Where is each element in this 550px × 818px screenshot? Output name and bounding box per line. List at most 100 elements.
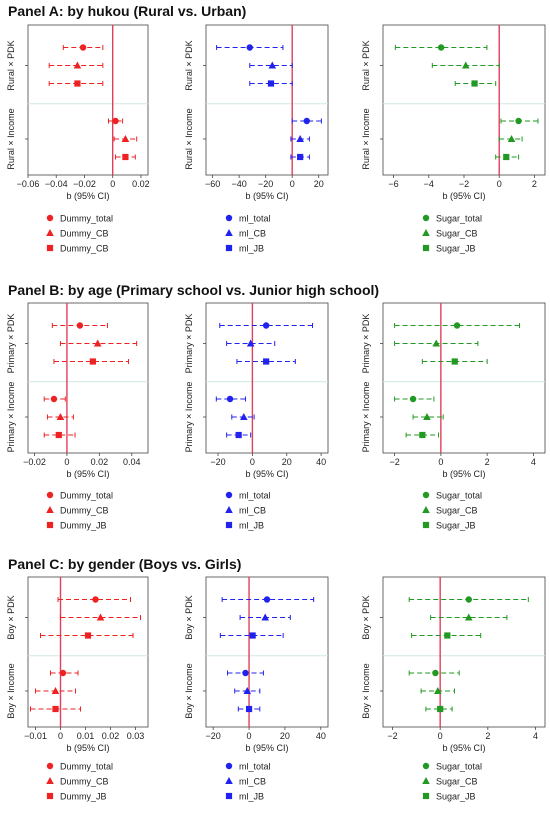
x-axis-label: b (95% CI) [245, 469, 288, 479]
plot-frame [27, 302, 149, 454]
legend-label: ml_CB [239, 506, 266, 516]
legend-marker-triangle [225, 229, 233, 236]
x-tick-label: −60 [205, 179, 220, 189]
legend-marker-square [46, 792, 54, 800]
legend-marker-circle [225, 762, 233, 770]
legend-marker-square [46, 244, 54, 252]
x-tick-label: 0 [438, 731, 443, 741]
point-triangle [261, 613, 270, 621]
panel-a-title: Panel A: by hukou (Rural vs. Urban) [8, 3, 247, 19]
point-square [503, 153, 510, 161]
legend-label: Sugar_JB [436, 244, 476, 254]
x-tick-label: 4 [533, 731, 538, 741]
panel-c-title: Panel C: by gender (Boys vs. Girls) [8, 556, 242, 572]
point-square [419, 431, 426, 439]
x-tick-label: 0 [58, 731, 63, 741]
legend-marker-circle [422, 491, 430, 499]
x-tick-label: −20 [258, 179, 273, 189]
legend-marker-square [422, 244, 430, 252]
point-circle [437, 44, 445, 51]
y-section-label: Primary × PDK [361, 314, 371, 374]
x-tick-label: −0.02 [73, 179, 96, 189]
legend-marker-circle [46, 762, 54, 770]
point-triangle [423, 413, 431, 420]
legend-label: ml_JB [239, 244, 264, 254]
point-triangle [96, 613, 105, 621]
point-triangle [51, 687, 60, 694]
x-axis-label: b (95% CI) [245, 743, 288, 753]
plot-frame [27, 24, 149, 176]
point-circle [246, 44, 253, 51]
plot-a-red: −0.06 −0.04 −0.02 0 0.02 b (95% CI) Rural × PD… [6, 24, 150, 254]
point-square [444, 632, 451, 639]
legend-marker-square [46, 521, 54, 529]
point-triangle [507, 135, 516, 142]
x-tick-label: −40 [232, 179, 247, 189]
point-square [235, 431, 242, 439]
legend-label: Sugar_total [436, 491, 482, 501]
y-section-label: Primary × PDK [184, 314, 194, 374]
legend-marker-square [422, 792, 430, 800]
point-square [451, 358, 458, 365]
legend-label: Sugar_total [436, 762, 482, 772]
point-circle [263, 596, 271, 603]
point-circle [303, 117, 310, 125]
legend-marker-circle [225, 491, 233, 499]
y-section-label: Primary × Income [184, 382, 194, 453]
x-tick-label: 2 [485, 731, 490, 741]
y-section-label: Rural × PDK [361, 40, 371, 90]
x-tick-label: 0.04 [123, 457, 141, 467]
plot-b-red: −0.02 0 0.02 0.04 b (95% CI) Primary × PDK Pri… [6, 302, 149, 531]
point-square [52, 705, 59, 713]
plot-a-blue: −60 −40 −20 0 20 b (95% CI) Rural × PDK Rural ×… [184, 24, 329, 254]
point-square [267, 80, 275, 87]
point-triangle [461, 61, 470, 69]
x-axis-label: b (95% CI) [66, 191, 109, 201]
legend-label: Dummy_total [60, 762, 113, 772]
x-tick-label: 20 [280, 731, 290, 741]
legend-marker-square [225, 244, 233, 252]
point-square [263, 358, 270, 365]
x-tick-label: 0.02 [102, 731, 120, 741]
legend-label: Sugar_JB [436, 521, 476, 531]
panel-b-title: Panel B: by age (Primary school vs. Juni… [8, 282, 380, 298]
point-circle [50, 395, 58, 403]
y-section-label: Rural × PDK [6, 40, 16, 90]
x-tick-label: 4 [531, 457, 536, 467]
y-section-label: Rural × Income [6, 108, 16, 169]
x-tick-label: 0.03 [127, 731, 145, 741]
legend-label: Sugar_CB [436, 777, 478, 787]
x-tick-label: 0 [64, 457, 69, 467]
legend-label: Dummy_CB [60, 506, 109, 516]
point-square [249, 632, 256, 639]
x-tick-label: 40 [316, 457, 326, 467]
x-axis-label: b (95% CI) [66, 469, 109, 479]
point-triangle [433, 687, 442, 694]
y-section-label: Boy × PDK [184, 595, 194, 639]
point-circle [76, 322, 84, 329]
point-circle [112, 117, 119, 125]
point-triangle [240, 413, 248, 420]
legend-marker-square [225, 521, 233, 529]
x-axis-label: b (95% CI) [66, 743, 109, 753]
legend-label: Sugar_total [436, 214, 482, 224]
plot-frame [382, 302, 546, 454]
plot-b-green: −2 0 2 4 b (95% CI) Primary × PDK Primary × In… [361, 302, 546, 531]
y-section-label: Boy × PDK [6, 595, 16, 639]
legend-label: Sugar_CB [436, 506, 478, 516]
legend-marker-circle [46, 214, 54, 222]
x-tick-label: −2 [389, 457, 399, 467]
legend-label: Sugar_CB [436, 229, 478, 239]
point-square [74, 80, 81, 87]
x-axis-label: b (95% CI) [442, 191, 485, 201]
legend-label: ml_CB [239, 229, 266, 239]
y-section-label: Boy × PDK [361, 595, 371, 639]
x-tick-label: −0.04 [45, 179, 68, 189]
legend-marker-triangle [422, 777, 430, 784]
point-circle [515, 117, 522, 125]
legend-label: ml_CB [239, 777, 266, 787]
point-triangle [432, 339, 441, 347]
legend-label: ml_total [239, 762, 271, 772]
plot-b-blue: −20 0 20 40 b (95% CI) Primary × PDK Primary ×… [184, 302, 329, 531]
point-circle [453, 322, 461, 329]
